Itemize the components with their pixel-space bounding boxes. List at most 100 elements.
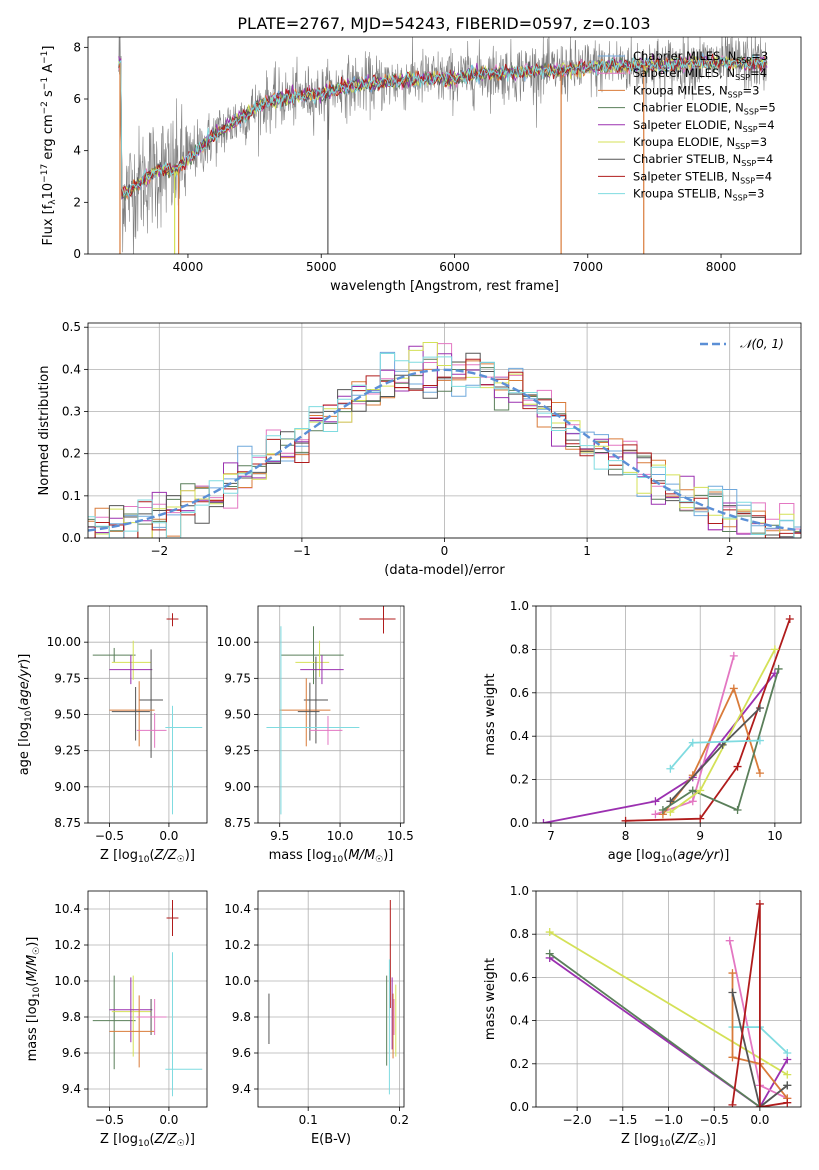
weight-marker (666, 764, 675, 773)
y-tick-label: 9.00 (54, 780, 81, 794)
y-tick-label: 8.75 (224, 816, 251, 830)
weight-marker (688, 738, 697, 747)
axes-frame (257, 605, 405, 824)
axes-frame (87, 322, 802, 539)
weight-marker (728, 1053, 737, 1062)
y-tick-label: 10.4 (224, 902, 251, 916)
plot-area-weight_vs_age (539, 615, 794, 823)
residual-histogram (88, 358, 801, 538)
x-axis-label: Z [log10(Z/Z☉)] (100, 1132, 195, 1149)
y-tick-label: 10.2 (54, 938, 81, 952)
x-axis-label: E(B-V) (311, 1132, 351, 1147)
weight-marker (755, 769, 764, 778)
x-tick-label: −1 (293, 544, 311, 558)
x-axis-label: (data-model)/error (384, 563, 505, 578)
y-tick-label: 9.4 (232, 1082, 251, 1096)
y-axis-label: age [log10(age/yr)] (17, 654, 34, 776)
weight-marker (755, 703, 764, 712)
weight-marker (755, 899, 764, 908)
weight-marker (658, 805, 667, 814)
y-tick-label: 2 (73, 195, 81, 209)
legend-label: Chabrier STELIB, NSSP=4 (633, 152, 773, 168)
weight-line (549, 957, 789, 1107)
y-axis-label: mass weight (483, 673, 498, 755)
weight-line (625, 618, 791, 822)
weight-marker (733, 805, 742, 814)
x-tick-label: −0.5 (700, 1113, 729, 1127)
y-tick-label: 8.75 (54, 816, 81, 830)
panel-age_vs_mass: 9.5 10.0 10.5 8.75 9.00 9.25 9.50 9.75 10.00 mass… (217, 605, 414, 865)
x-tick-label: 8 (622, 829, 630, 843)
legend-label: Salpeter STELIB, NSSP=4 (633, 169, 772, 185)
legend-label: Salpeter ELODIE, NSSP=4 (633, 118, 775, 134)
x-tick-label: 8000 (706, 260, 737, 274)
y-tick-label: 0.0 (62, 531, 81, 545)
plot-area-residuals (88, 342, 801, 538)
residual-histogram (88, 345, 801, 538)
weight-line (662, 686, 761, 815)
legend-label: Chabrier ELODIE, NSSP=5 (633, 101, 776, 117)
weight-marker (545, 928, 554, 937)
weight-marker (728, 1100, 737, 1107)
x-tick-label: 7 (547, 829, 555, 843)
weight-line (669, 739, 760, 770)
x-axis-label: age [log10(age/yr)] (608, 848, 730, 865)
panel-weight_vs_z: −2.0 −1.5 −1.0 −0.5 0.0 0.0 0.2 0.4 0.6 0.8 1.0 Z [… (483, 884, 802, 1149)
x-tick-label: 10.0 (327, 829, 354, 843)
weight-marker (651, 810, 660, 819)
weight-marker (733, 762, 742, 771)
x-tick-label: 10.5 (387, 829, 414, 843)
model-line (118, 53, 768, 198)
weight-marker (688, 797, 697, 806)
weight-line (549, 931, 788, 1076)
y-tick-label: 9.8 (62, 1010, 81, 1024)
plot-area-age_vs_mass (266, 606, 396, 815)
residual-histogram (88, 353, 801, 538)
y-tick-label: 10.0 (54, 974, 81, 988)
y-tick-label: 0.4 (510, 1014, 529, 1028)
x-tick-label: −2 (150, 544, 168, 558)
y-tick-label: 0.8 (510, 927, 529, 941)
y-tick-label: 0.0 (510, 1100, 529, 1114)
y-tick-label: 0.2 (510, 1057, 529, 1071)
x-axis-label: mass [log10(M/M☉)] (269, 848, 394, 865)
y-tick-label: 0.6 (510, 970, 529, 984)
y-tick-label: 9.6 (232, 1046, 251, 1060)
x-tick-label: 10 (767, 829, 782, 843)
y-tick-label: 0.5 (62, 320, 81, 334)
axes-frame (87, 605, 208, 824)
legend-label: Kroupa STELIB, NSSP=3 (633, 187, 764, 203)
axes-frame (535, 890, 802, 1108)
y-tick-label: 1.0 (510, 884, 529, 898)
x-tick-label: −0.5 (95, 1113, 124, 1127)
plot-area-mass_vs_z (92, 900, 203, 1097)
weight-marker (770, 645, 779, 654)
model-line (118, 53, 768, 197)
x-tick-label: −1.5 (608, 1113, 637, 1127)
x-tick-label: 2 (726, 544, 734, 558)
weight-marker (783, 1070, 792, 1079)
x-tick-label: 6000 (439, 260, 470, 274)
weight-marker (728, 988, 737, 997)
panels: 4000 5000 6000 7000 8000 0 2 4 6 8 Chabrier MILES,… (17, 36, 802, 1149)
weight-line (731, 992, 788, 1107)
plot-area-spectrum (118, 37, 768, 254)
y-tick-label: 9.75 (224, 671, 251, 685)
x-tick-label: 0.2 (390, 1113, 409, 1127)
x-tick-label: 0.0 (750, 1113, 769, 1127)
panel-age_vs_z: −0.5 0.0 8.75 9.00 9.25 9.50 9.75 10.00 Z [log10… (17, 605, 208, 865)
plot-area-mass_vs_ebv (268, 900, 397, 1095)
y-tick-label: 10.00 (47, 635, 81, 649)
y-tick-label: 10.00 (217, 635, 251, 649)
y-tick-label: 0.0 (510, 816, 529, 830)
x-tick-label: 0.0 (159, 1113, 178, 1127)
weight-marker (783, 1098, 792, 1107)
weight-marker (755, 1103, 764, 1107)
y-tick-label: 9.25 (224, 744, 251, 758)
x-tick-label: 0.0 (159, 829, 178, 843)
y-tick-label: 9.25 (54, 744, 81, 758)
weight-marker (729, 651, 738, 660)
weight-marker (729, 684, 738, 693)
y-tick-label: 0.2 (62, 447, 81, 461)
y-tick-label: 9.8 (232, 1010, 251, 1024)
